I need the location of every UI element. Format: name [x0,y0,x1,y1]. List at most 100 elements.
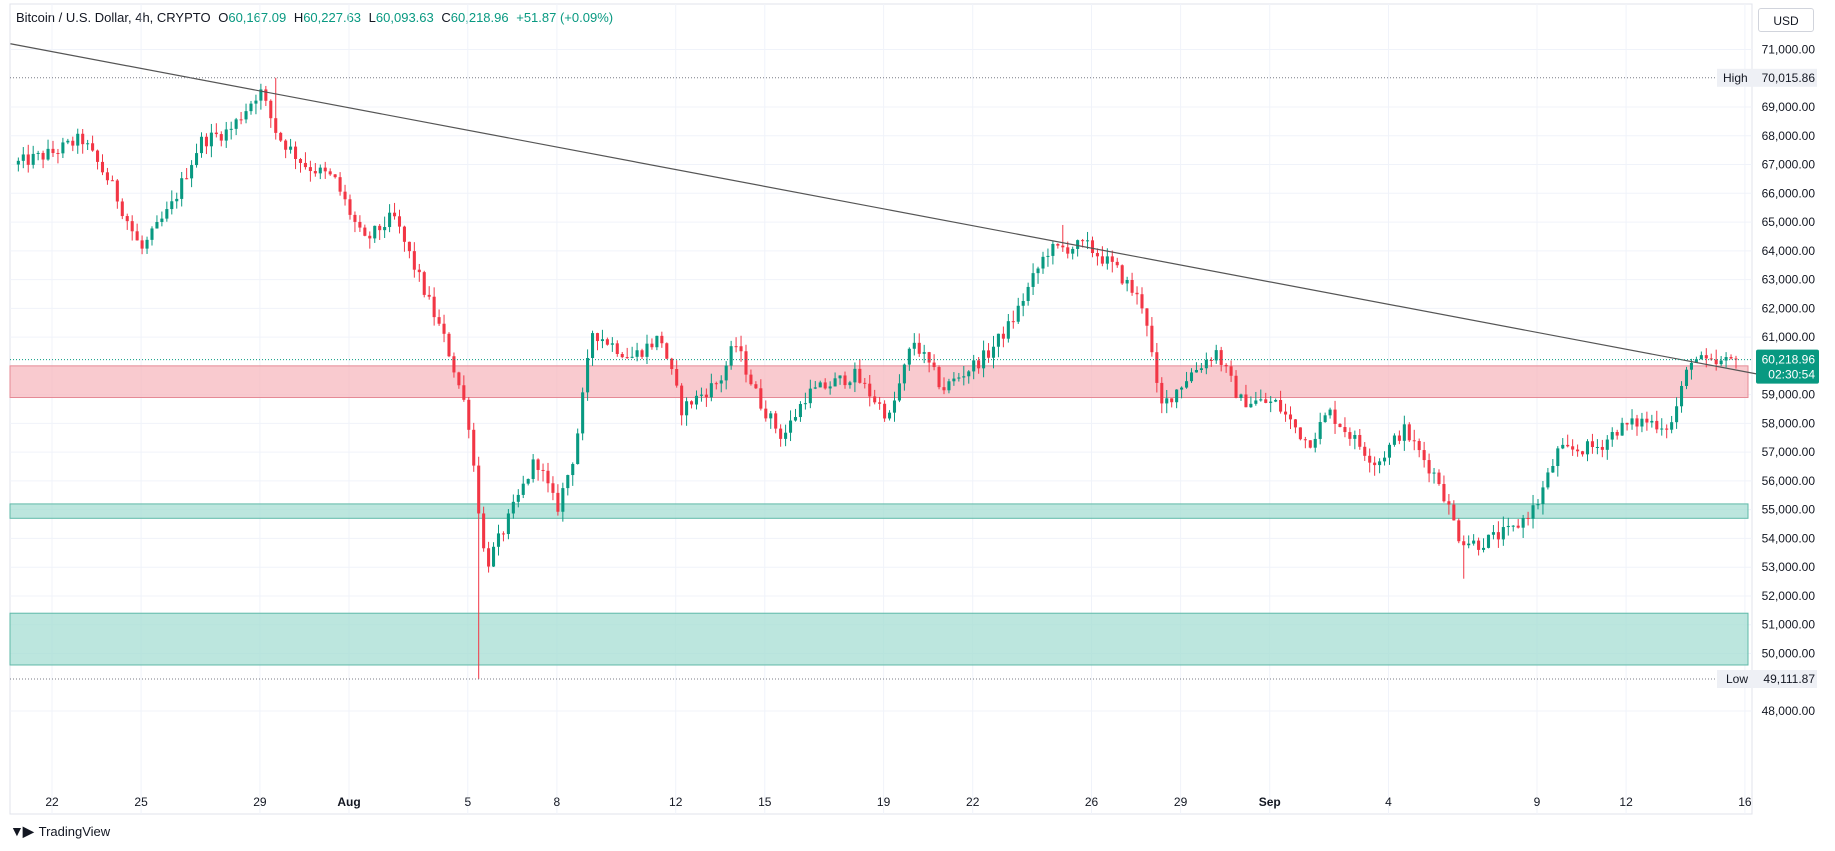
candle-body [536,459,540,470]
candle-body [942,387,946,391]
trendline-layer[interactable] [10,43,1760,376]
candle-body [1675,406,1679,423]
candle-body [744,351,748,375]
candle-body [1293,419,1297,428]
candle-body [1076,240,1080,249]
candle-body [566,475,570,489]
candle-body [541,469,545,471]
candle-body [204,136,208,147]
candle-body [363,227,367,236]
candle-body [749,374,753,385]
candle-body [1214,350,1218,361]
candle-body [442,323,446,334]
candle-body [1699,355,1703,360]
candle-body [150,228,154,240]
candle-body [234,119,238,129]
candle-body [1595,446,1599,448]
change-value: +51.87 (+0.09%) [516,10,614,25]
low-value-label: 49,111.87 [1763,672,1815,686]
candle-body [650,343,654,348]
price-tick-label: 50,000.00 [1762,646,1816,660]
candle-body [96,150,100,162]
candle-body [694,395,699,405]
candle-body [1165,398,1169,404]
candle-body [105,172,109,181]
candle-body [625,357,629,359]
candle-body [1694,359,1698,363]
candle-body [452,356,456,373]
candle-body [1472,540,1476,544]
candle-body [328,171,332,175]
currency-button[interactable]: USD [1758,8,1814,32]
candle-body [477,465,481,514]
candle-body [1714,359,1718,365]
candle-body [91,143,95,151]
candle-body [714,383,718,385]
candle-body [932,362,936,368]
candle-body [1125,279,1129,284]
candle-body [610,343,614,345]
trendline[interactable] [10,43,1760,376]
candle-body [1378,461,1382,466]
price-axis[interactable]: 71,000.00 69,000.00 68,000.00 67,000.00 66,0… [1717,43,1819,719]
candle-body [863,382,867,384]
candle-body [982,350,986,369]
candle-body [551,483,555,493]
reference-lines [10,77,1752,680]
candle-body [472,429,476,466]
candle-body [858,368,862,383]
candle-body [1090,240,1095,254]
candle-body [531,459,535,479]
symbol-title[interactable]: Bitcoin / U.S. Dollar, 4h, CRYPTO [16,10,211,25]
open-key: O [218,10,229,25]
candle-body [675,369,679,386]
candle-body [353,214,357,222]
candle-body [1140,294,1144,309]
time-tick-label: 22 [966,795,980,809]
candle-body [185,178,189,180]
support-zone-lower[interactable] [9,612,1749,666]
candle-body [1308,440,1312,448]
candle-body [873,396,877,403]
candle-body [1036,268,1040,274]
price-tick-label: 61,000.00 [1762,330,1816,344]
candle-body [1061,245,1065,248]
candle-body [1427,460,1431,474]
candle-body [1432,472,1436,474]
candle-body [1734,358,1738,360]
candle-body [1590,441,1594,448]
resistance-zone[interactable] [9,365,1749,399]
candle-body [888,412,892,419]
candle-body [912,342,916,349]
candle-body [1333,409,1337,424]
tradingview-logo[interactable]: ▼▶ TradingView [10,823,110,840]
price-tick-label: 66,000.00 [1762,186,1816,200]
last-price-badge[interactable] [1756,349,1819,384]
candle-body [1170,398,1174,403]
support-zone-upper[interactable] [9,503,1749,519]
candle-body [1585,441,1590,455]
candle-body [1566,444,1570,447]
candle-body [1284,411,1288,415]
candle-body [1650,420,1654,423]
candle-body [1645,418,1649,423]
candle-body [729,346,733,366]
candle-body [957,377,961,379]
candle-body [670,358,674,370]
candle-body [793,417,798,421]
candle-body [1194,370,1198,373]
price-tick-label: 68,000.00 [1762,129,1816,143]
tradingview-icon: ▼▶ [10,823,34,839]
candle-body [1343,427,1347,433]
candle-body [1571,446,1575,450]
time-axis[interactable]: 22 25 29 Aug 5 8 12 15 19 22 26 29 Sep 4 9 12 16 [45,795,1752,809]
candle-body [1259,399,1263,401]
candle-body [848,382,852,386]
candle-body [1234,375,1238,398]
candle-body [289,146,293,150]
candle-body [685,401,689,416]
candle-body [1001,333,1005,339]
candle-body [774,413,778,429]
candle-body [239,119,243,121]
